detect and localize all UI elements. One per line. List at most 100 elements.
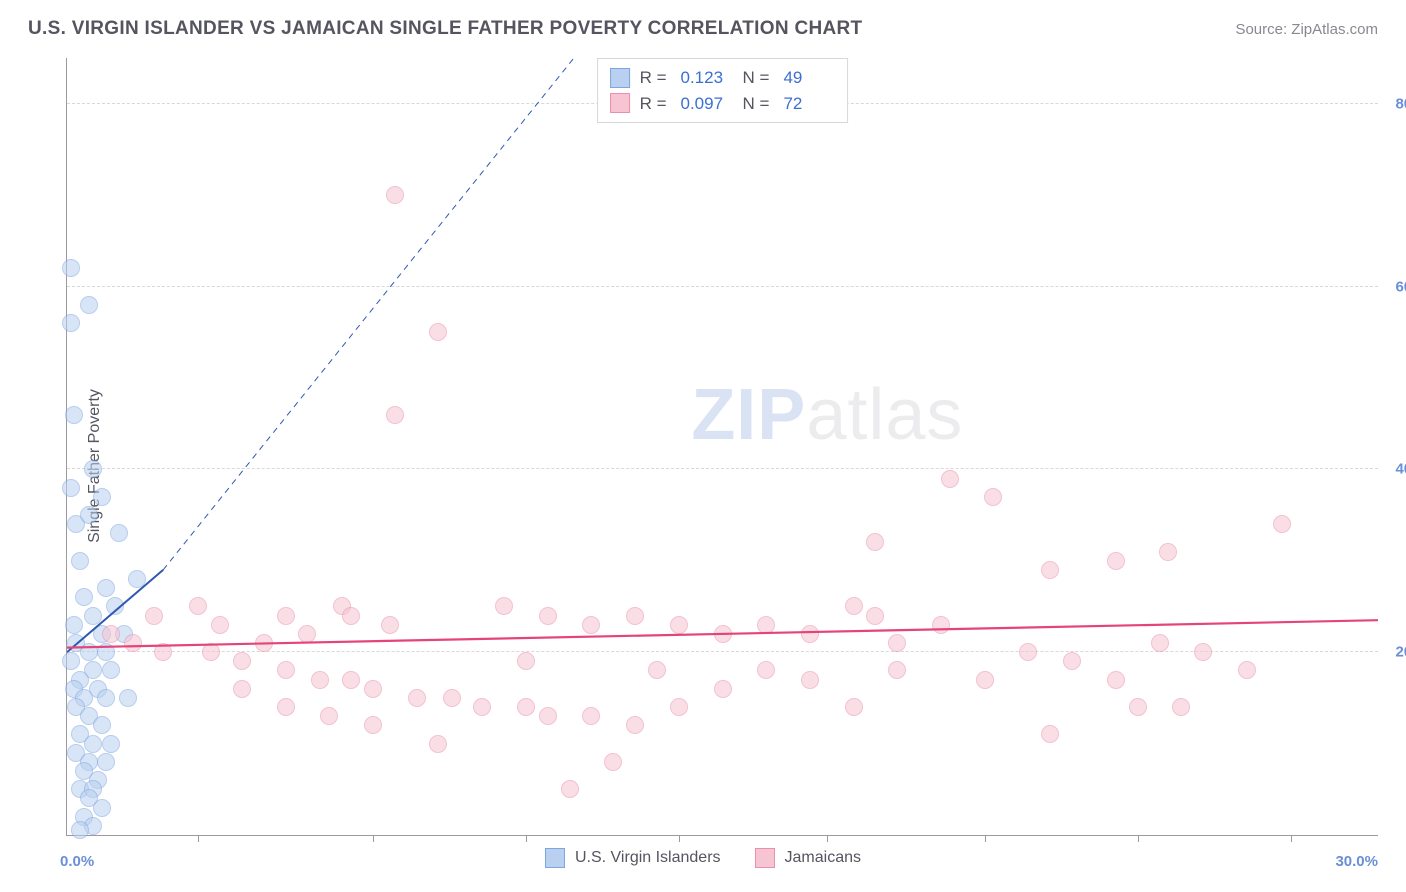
data-point bbox=[866, 533, 884, 551]
data-point bbox=[62, 652, 80, 670]
data-point bbox=[539, 607, 557, 625]
legend-stat-row: R =0.097N =72 bbox=[610, 91, 836, 117]
data-point bbox=[65, 616, 83, 634]
data-point bbox=[539, 707, 557, 725]
plot-area: ZIPatlas R =0.123N =49R =0.097N =72 20.0… bbox=[66, 58, 1378, 836]
data-point bbox=[311, 671, 329, 689]
data-point bbox=[80, 506, 98, 524]
data-point bbox=[984, 488, 1002, 506]
data-point bbox=[106, 597, 124, 615]
data-point bbox=[1238, 661, 1256, 679]
legend-swatch bbox=[755, 848, 775, 868]
data-point bbox=[1041, 725, 1059, 743]
legend-series: U.S. Virgin Islanders Jamaicans bbox=[545, 848, 861, 868]
legend-swatch bbox=[610, 93, 630, 113]
data-point bbox=[62, 314, 80, 332]
data-point bbox=[102, 661, 120, 679]
x-tick bbox=[1138, 835, 1139, 842]
data-point bbox=[342, 671, 360, 689]
gridline bbox=[67, 286, 1378, 287]
data-point bbox=[202, 643, 220, 661]
data-point bbox=[429, 735, 447, 753]
data-point bbox=[443, 689, 461, 707]
legend-stat-row: R =0.123N =49 bbox=[610, 65, 836, 91]
n-value: 72 bbox=[783, 91, 835, 117]
data-point bbox=[124, 634, 142, 652]
data-point bbox=[386, 406, 404, 424]
data-point bbox=[582, 616, 600, 634]
data-point bbox=[757, 661, 775, 679]
n-value: 49 bbox=[783, 65, 835, 91]
data-point bbox=[342, 607, 360, 625]
data-point bbox=[84, 735, 102, 753]
x-tick bbox=[1291, 835, 1292, 842]
data-point bbox=[1172, 698, 1190, 716]
data-point bbox=[233, 652, 251, 670]
data-point bbox=[84, 460, 102, 478]
data-point bbox=[364, 680, 382, 698]
data-point bbox=[976, 671, 994, 689]
data-point bbox=[93, 716, 111, 734]
data-point bbox=[1159, 543, 1177, 561]
data-point bbox=[381, 616, 399, 634]
r-value: 0.097 bbox=[681, 91, 733, 117]
data-point bbox=[97, 753, 115, 771]
data-point bbox=[941, 470, 959, 488]
chart-source: Source: ZipAtlas.com bbox=[1235, 21, 1378, 38]
x-tick bbox=[679, 835, 680, 842]
data-point bbox=[93, 488, 111, 506]
x-tick bbox=[827, 835, 828, 842]
data-point bbox=[866, 607, 884, 625]
data-point bbox=[277, 698, 295, 716]
chart-header: U.S. VIRGIN ISLANDER VS JAMAICAN SINGLE … bbox=[0, 0, 1406, 50]
data-point bbox=[364, 716, 382, 734]
data-point bbox=[277, 607, 295, 625]
data-point bbox=[670, 616, 688, 634]
data-point bbox=[932, 616, 950, 634]
data-point bbox=[714, 625, 732, 643]
data-point bbox=[189, 597, 207, 615]
data-point bbox=[561, 780, 579, 798]
data-point bbox=[110, 524, 128, 542]
data-point bbox=[888, 661, 906, 679]
data-point bbox=[626, 607, 644, 625]
trendlines-layer bbox=[67, 58, 1378, 835]
y-tick-label: 20.0% bbox=[1395, 644, 1406, 661]
legend-label: U.S. Virgin Islanders bbox=[575, 849, 721, 867]
data-point bbox=[62, 479, 80, 497]
data-point bbox=[670, 698, 688, 716]
x-tick bbox=[985, 835, 986, 842]
data-point bbox=[211, 616, 229, 634]
data-point bbox=[757, 616, 775, 634]
data-point bbox=[93, 799, 111, 817]
data-point bbox=[102, 735, 120, 753]
data-point bbox=[845, 597, 863, 615]
x-tick bbox=[198, 835, 199, 842]
data-point bbox=[255, 634, 273, 652]
data-point bbox=[408, 689, 426, 707]
legend-label: Jamaicans bbox=[785, 849, 861, 867]
data-point bbox=[888, 634, 906, 652]
x-axis-max-label: 30.0% bbox=[1335, 853, 1378, 870]
legend-swatch bbox=[610, 68, 630, 88]
x-tick bbox=[373, 835, 374, 842]
legend-item: Jamaicans bbox=[755, 848, 861, 868]
data-point bbox=[65, 406, 83, 424]
y-tick-label: 40.0% bbox=[1395, 461, 1406, 478]
r-value: 0.123 bbox=[681, 65, 733, 91]
data-point bbox=[1063, 652, 1081, 670]
data-point bbox=[84, 607, 102, 625]
x-axis-min-label: 0.0% bbox=[60, 853, 94, 870]
data-point bbox=[97, 689, 115, 707]
data-point bbox=[298, 625, 316, 643]
data-point bbox=[1151, 634, 1169, 652]
data-point bbox=[71, 821, 89, 839]
data-point bbox=[80, 296, 98, 314]
data-point bbox=[1041, 561, 1059, 579]
data-point bbox=[473, 698, 491, 716]
data-point bbox=[320, 707, 338, 725]
x-tick bbox=[526, 835, 527, 842]
data-point bbox=[517, 652, 535, 670]
data-point bbox=[648, 661, 666, 679]
legend-statistics: R =0.123N =49R =0.097N =72 bbox=[597, 58, 849, 123]
